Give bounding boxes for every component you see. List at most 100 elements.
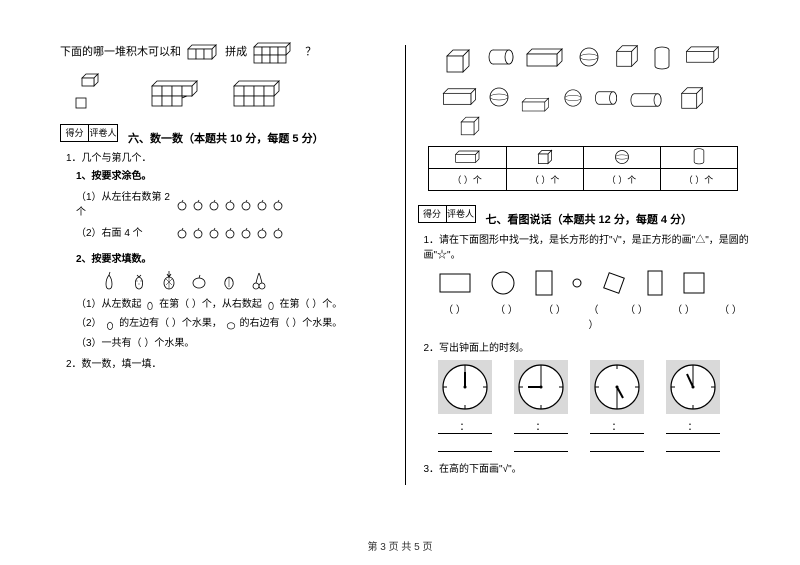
apple-icon <box>256 226 268 239</box>
sec6-q1-1b: （2）右面 4 个 <box>76 224 176 239</box>
rectangle-icon <box>646 269 664 297</box>
sec6-q1-1a: （1）从左往右数第 2 个 <box>76 188 176 218</box>
option-c <box>230 78 286 114</box>
apple-row-1 <box>176 198 284 211</box>
table-header-cuboid <box>428 147 506 169</box>
apple-icon <box>224 198 236 211</box>
sec6-q1-1: 1、按要求涂色。 <box>76 167 393 182</box>
blocks-post: 拼成 <box>225 46 247 58</box>
sec7-title: 七、看图说话（本题共 12 分，每题 4 分） <box>486 214 693 226</box>
right-column: （ ）个 （ ）个 （ ）个 （ ）个 得分 评卷人 七、看图说话（本题共 12… <box>418 40 751 500</box>
blocks-inline-1 <box>184 41 222 63</box>
page-footer: 第 3 页 共 5 页 <box>0 538 800 553</box>
pear-icon <box>100 269 118 291</box>
sec7-q1: 1．请在下面图形中找一找，是长方形的打"√"，是正方形的画"△"，是圆的画"☆"… <box>424 231 751 261</box>
sec6-q1: 1．几个与第几个． <box>66 149 393 164</box>
apple-row-2 <box>176 226 284 239</box>
sec6-title: 六、数一数（本题共 10 分，每题 5 分） <box>128 133 324 145</box>
apple-icon <box>272 226 284 239</box>
sec6-q2: 2．数一数，填一填． <box>66 355 393 370</box>
sec6-q1-2c: （3）一共有（ ）个水果。 <box>76 334 393 349</box>
sec6-q1-2a: （1）从左数起 在第（ ）个，从右数起 在第（ ）个。 <box>76 295 393 311</box>
blocks-question: 下面的哪一堆积木可以和 拼成 ？ <box>60 40 393 64</box>
table-cell: （ ）个 <box>506 169 583 191</box>
table-header-cylinder <box>660 147 737 169</box>
table-cell: （ ）个 <box>428 169 506 191</box>
paren-row: （ ） （ ） （ ） （ ） （ ） （ ） （ ） <box>438 301 751 331</box>
cylinder-icon <box>488 48 514 66</box>
mango-icon-inline <box>225 317 237 331</box>
cube-icon <box>613 42 641 70</box>
blocks-options-row <box>72 72 381 114</box>
circle-icon <box>490 270 516 296</box>
blocks-qmark: ？ <box>305 46 316 58</box>
peach-icon <box>220 269 238 291</box>
option-a <box>72 72 122 114</box>
clock-9 <box>514 360 568 414</box>
option-b <box>148 78 204 114</box>
cylinder-icon <box>653 46 671 72</box>
clocks-row <box>438 360 751 414</box>
blocks-pre: 下面的哪一堆积木可以和 <box>60 46 181 58</box>
cuboid-icon <box>523 46 565 70</box>
pineapple-icon <box>160 269 178 291</box>
section-6: 得分 评卷人 六、数一数（本题共 10 分，每题 5 分） 1．几个与第几个． … <box>60 124 393 370</box>
sphere-icon <box>563 88 583 108</box>
cuboid-icon <box>438 86 480 108</box>
sphere-icon <box>488 86 510 108</box>
sec6-q1-2: 2、按要求填数。 <box>76 250 393 265</box>
apple-icon <box>240 226 252 239</box>
section-7: 得分 评卷人 七、看图说话（本题共 12 分，每题 4 分） 1．请在下面图形中… <box>418 205 751 475</box>
cube-icon <box>458 114 482 138</box>
cylinder-icon <box>593 90 619 106</box>
sphere-icon <box>578 46 600 68</box>
score-label: 得分 <box>61 125 89 141</box>
apple-icon <box>192 198 204 211</box>
table-cell: （ ）个 <box>660 169 737 191</box>
cuboid-icon <box>683 44 721 66</box>
shapes-count-table: （ ）个 （ ）个 （ ）个 （ ）个 <box>428 146 738 191</box>
strawberry-icon-inline <box>265 297 277 311</box>
cube-icon <box>443 46 473 76</box>
clock-530 <box>590 360 644 414</box>
clock-labels: ： ： ： ： <box>438 418 751 434</box>
apple-icon <box>176 198 188 211</box>
apple-icon <box>256 198 268 211</box>
apple-icon <box>176 226 188 239</box>
column-divider <box>405 45 406 485</box>
rectangle-icon <box>534 269 554 297</box>
cherry-icon <box>250 269 268 291</box>
apple-icon <box>192 226 204 239</box>
sec7-q3: 3．在高的下面画"√"。 <box>424 460 751 475</box>
blocks-inline-2 <box>250 40 296 64</box>
circle-icon <box>572 278 582 288</box>
fruit-row <box>100 269 393 291</box>
shapes-3d-scatter <box>428 40 738 140</box>
clock-11 <box>666 360 720 414</box>
grader-label: 评卷人 <box>89 125 117 141</box>
cuboid-icon <box>516 96 554 114</box>
table-header-cube <box>506 147 583 169</box>
score-box-7: 得分 评卷人 <box>418 205 476 223</box>
score-box-6: 得分 评卷人 <box>60 124 118 142</box>
apple-icon <box>240 198 252 211</box>
square-icon <box>682 271 706 295</box>
clock-blanks <box>438 440 751 452</box>
table-header-sphere <box>583 147 660 169</box>
apple-icon <box>208 226 220 239</box>
left-column: 下面的哪一堆积木可以和 拼成 ？ <box>60 40 393 500</box>
clock-12 <box>438 360 492 414</box>
apple-icon <box>224 226 236 239</box>
cylinder-icon <box>628 92 664 108</box>
shapes-2d-row <box>438 269 751 297</box>
rectangle-icon <box>438 272 472 294</box>
square-rotated-icon <box>600 269 628 297</box>
strawberry-icon <box>130 269 148 291</box>
apple-icon <box>208 198 220 211</box>
cube-icon <box>678 84 706 112</box>
apple-icon <box>272 198 284 211</box>
table-cell: （ ）个 <box>583 169 660 191</box>
strawberry-icon-inline <box>144 297 156 311</box>
sec7-q2: 2．写出钟面上的时刻。 <box>424 339 751 354</box>
mango-icon <box>190 269 208 291</box>
